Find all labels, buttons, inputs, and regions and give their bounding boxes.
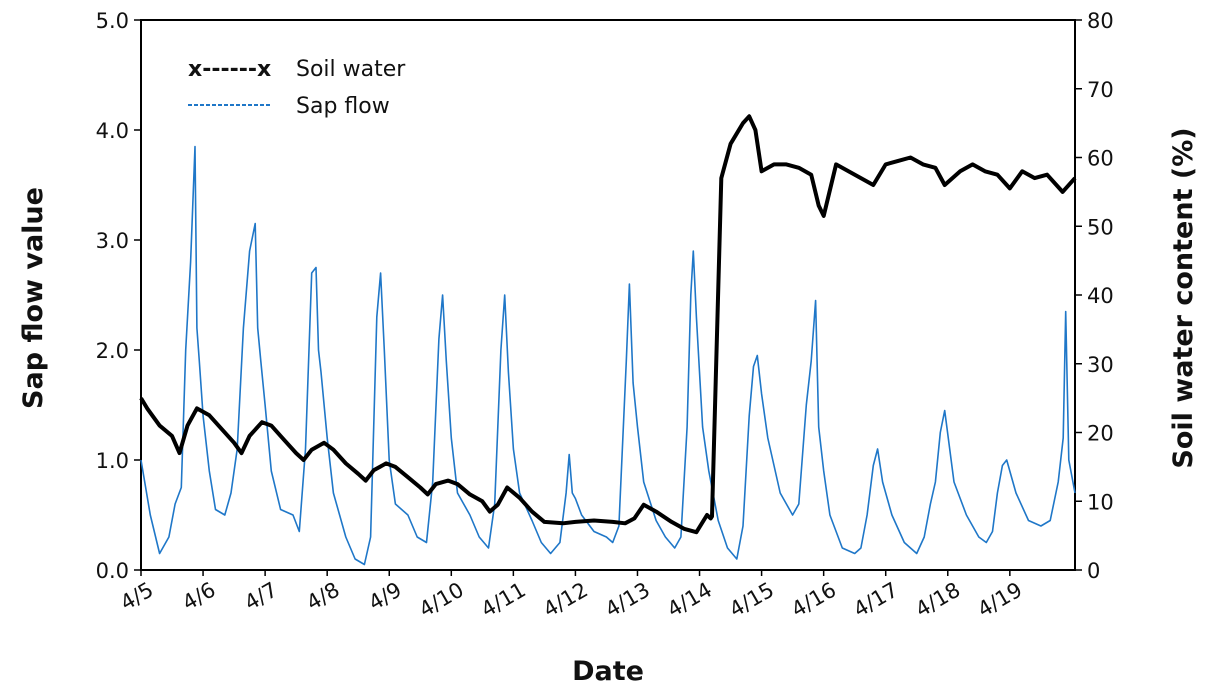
right-tick-label: 40 — [1087, 284, 1114, 308]
right-axis-ticks: 0 10 20 30 40 50 60 70 80 — [1075, 9, 1114, 583]
left-axis-ticks: 0.0 1.0 2.0 3.0 4.0 5.0 — [96, 9, 141, 583]
left-tick-label: 5.0 — [96, 9, 129, 33]
right-tick-label: 60 — [1087, 147, 1114, 171]
x-tick-label: 4/19 — [973, 578, 1026, 622]
legend: x------x Soil water Sap flow — [188, 57, 406, 119]
right-tick-label: 70 — [1087, 78, 1114, 102]
x-tick-label: 4/6 — [178, 578, 219, 616]
right-tick-label: 80 — [1087, 9, 1114, 33]
right-tick-label: 0 — [1087, 559, 1100, 583]
right-tick-label: 30 — [1087, 353, 1114, 377]
legend-sap-flow-label: Sap flow — [296, 94, 390, 119]
x-tick-label: 4/15 — [725, 578, 778, 622]
x-axis-title: Date — [572, 656, 644, 687]
soil-water-series-line — [139, 114, 1077, 535]
legend-soil-water-label: Soil water — [296, 57, 406, 82]
x-tick-label: 4/11 — [477, 578, 530, 622]
x-tick-label: 4/5 — [116, 578, 157, 616]
x-tick-label: 4/7 — [240, 578, 281, 616]
x-tick-label: 4/14 — [663, 578, 716, 622]
right-tick-label: 50 — [1087, 215, 1114, 239]
sap-flow-series-line — [140, 145, 1076, 566]
x-tick-label: 4/17 — [849, 578, 902, 622]
x-tick-label: 4/10 — [415, 578, 468, 622]
left-tick-label: 2.0 — [96, 339, 129, 363]
left-tick-label: 3.0 — [96, 229, 129, 253]
x-tick-label: 4/13 — [601, 578, 654, 622]
x-tick-label: 4/12 — [539, 578, 592, 622]
left-tick-label: 4.0 — [96, 119, 129, 143]
left-tick-label: 1.0 — [96, 449, 129, 473]
left-axis-title: Sap flow value — [18, 187, 49, 409]
right-axis-title: Soil water content (%) — [1168, 127, 1199, 468]
x-tick-label: 4/16 — [787, 578, 840, 622]
series-layer — [139, 114, 1077, 566]
x-axis-ticks: 4/5 4/6 4/7 4/8 4/9 4/10 4/11 4/12 4/13 4/14 4/15 4… — [116, 570, 1026, 622]
right-tick-label: 10 — [1087, 490, 1114, 514]
right-tick-label: 20 — [1087, 422, 1114, 446]
legend-soil-water-marker: x------x — [188, 57, 271, 82]
x-tick-label: 4/18 — [911, 578, 964, 622]
x-tick-label: 4/8 — [302, 578, 343, 616]
x-tick-label: 4/9 — [364, 578, 405, 616]
left-tick-label: 0.0 — [96, 559, 129, 583]
